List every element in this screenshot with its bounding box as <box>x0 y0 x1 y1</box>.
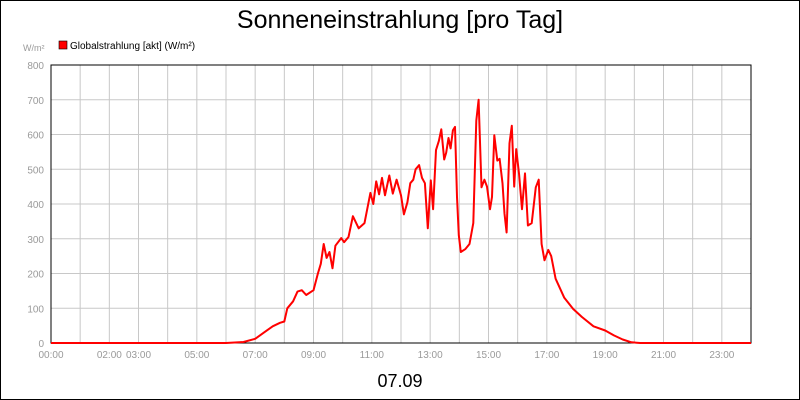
series-line <box>51 98 751 344</box>
y-axis-ticks: 0 100 200 300 400 500 600 700 800 <box>27 61 44 350</box>
legend: Globalstrahlung [akt] (W/m²) <box>58 40 195 52</box>
x-axis-ticks: 00:00 02:00 03:00 05:00 07:00 09:00 11:00 13:00… <box>38 350 734 361</box>
x-tick-label: 13:00 <box>418 350 443 361</box>
x-tick-label: 02:00 <box>97 350 122 361</box>
x-tick-label: 03:00 <box>126 350 151 361</box>
y-tick-label: 300 <box>27 235 44 246</box>
x-tick-label: 09:00 <box>301 350 326 361</box>
x-tick-label: 00:00 <box>38 350 63 361</box>
x-tick-label: 17:00 <box>534 350 559 361</box>
series-lines <box>51 98 751 344</box>
x-tick-label: 21:00 <box>651 350 676 361</box>
legend-swatch <box>58 40 68 50</box>
y-tick-label: 0 <box>38 339 44 350</box>
chart-title: Sonneneinstrahlung [pro Tag] <box>237 6 563 34</box>
grid-lines <box>51 65 751 343</box>
plot-area <box>50 64 752 344</box>
y-tick-label: 200 <box>27 270 44 281</box>
y-tick-label: 500 <box>27 165 44 176</box>
y-tick-label: 800 <box>27 61 44 72</box>
legend-label: Globalstrahlung [akt] (W/m²) <box>70 41 195 52</box>
y-tick-label: 700 <box>27 96 44 107</box>
y-tick-label: 400 <box>27 200 44 211</box>
y-tick-label: 100 <box>27 304 44 315</box>
y-tick-label: 600 <box>27 131 44 142</box>
x-tick-label: 15:00 <box>476 350 501 361</box>
x-tick-label: 07:00 <box>243 350 268 361</box>
y-axis-unit-label: W/m² <box>23 43 45 53</box>
x-tick-label: 05:00 <box>184 350 209 361</box>
x-tick-label: 11:00 <box>360 350 385 361</box>
x-tick-label: 23:00 <box>709 350 734 361</box>
x-tick-label: 19:00 <box>593 350 618 361</box>
date-label: 07.09 <box>377 371 422 391</box>
